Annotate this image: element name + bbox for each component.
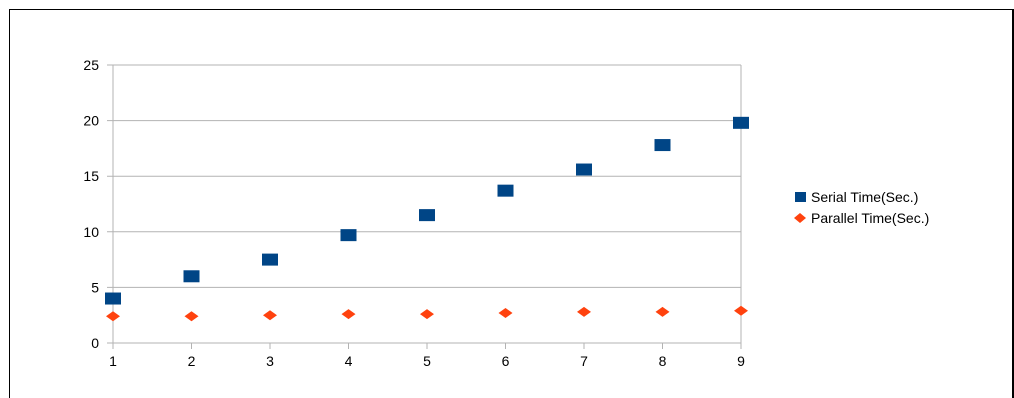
- axes: [107, 65, 742, 349]
- x-tick-label: 2: [188, 353, 196, 369]
- serial-point: [262, 253, 278, 266]
- legend-item: Serial Time(Sec.): [795, 189, 918, 205]
- legend: Serial Time(Sec.) Parallel Time(Sec.): [794, 189, 929, 226]
- x-tick-label: 8: [659, 353, 667, 369]
- legend-item: Parallel Time(Sec.): [794, 210, 929, 226]
- x-tick-label: 6: [502, 353, 510, 369]
- serial-point: [419, 209, 435, 222]
- legend-label: Serial Time(Sec.): [811, 189, 918, 205]
- parallel-point: [420, 309, 434, 320]
- y-tick-label: 25: [83, 57, 99, 73]
- serial-point: [340, 229, 357, 242]
- legend-swatch: [794, 213, 806, 223]
- x-tick-label: 7: [580, 353, 588, 369]
- serial-point: [497, 184, 514, 197]
- parallel-point: [734, 305, 748, 316]
- y-tick-labels: 0 5 10 15 20 25: [83, 57, 99, 351]
- x-tick-label: 5: [423, 353, 431, 369]
- legend-swatch: [795, 192, 806, 202]
- chart-frame: [9, 9, 1014, 398]
- parallel-point: [498, 307, 513, 318]
- x-tick-label: 9: [737, 353, 745, 369]
- serial-point: [183, 270, 200, 283]
- parallel-point: [577, 306, 591, 317]
- serial-point: [105, 292, 121, 305]
- data-series: [105, 116, 749, 322]
- chart-frame-right-edge: [1012, 9, 1014, 398]
- x-tick-label: 3: [266, 353, 274, 369]
- serial-point: [733, 116, 749, 129]
- x-tick-labels: 1 2 3 4 5 6 7 8 9: [109, 353, 745, 369]
- y-tick-label: 15: [83, 168, 99, 184]
- parallel-point: [655, 306, 670, 317]
- grid-lines: [107, 64, 742, 344]
- y-tick-label: 0: [91, 335, 99, 351]
- series-1: [106, 305, 748, 322]
- parallel-point: [106, 311, 120, 322]
- serial-point: [576, 163, 592, 176]
- x-tick-label: 4: [345, 353, 353, 369]
- parallel-point: [263, 310, 277, 321]
- parallel-point: [341, 309, 356, 320]
- parallel-point: [184, 311, 199, 322]
- legend-label: Parallel Time(Sec.): [811, 210, 929, 226]
- serial-point: [654, 139, 671, 152]
- x-tick-label: 1: [109, 353, 117, 369]
- y-tick-label: 5: [91, 279, 99, 295]
- y-tick-label: 10: [83, 224, 99, 240]
- y-tick-label: 20: [83, 113, 99, 129]
- series-0: [105, 116, 749, 305]
